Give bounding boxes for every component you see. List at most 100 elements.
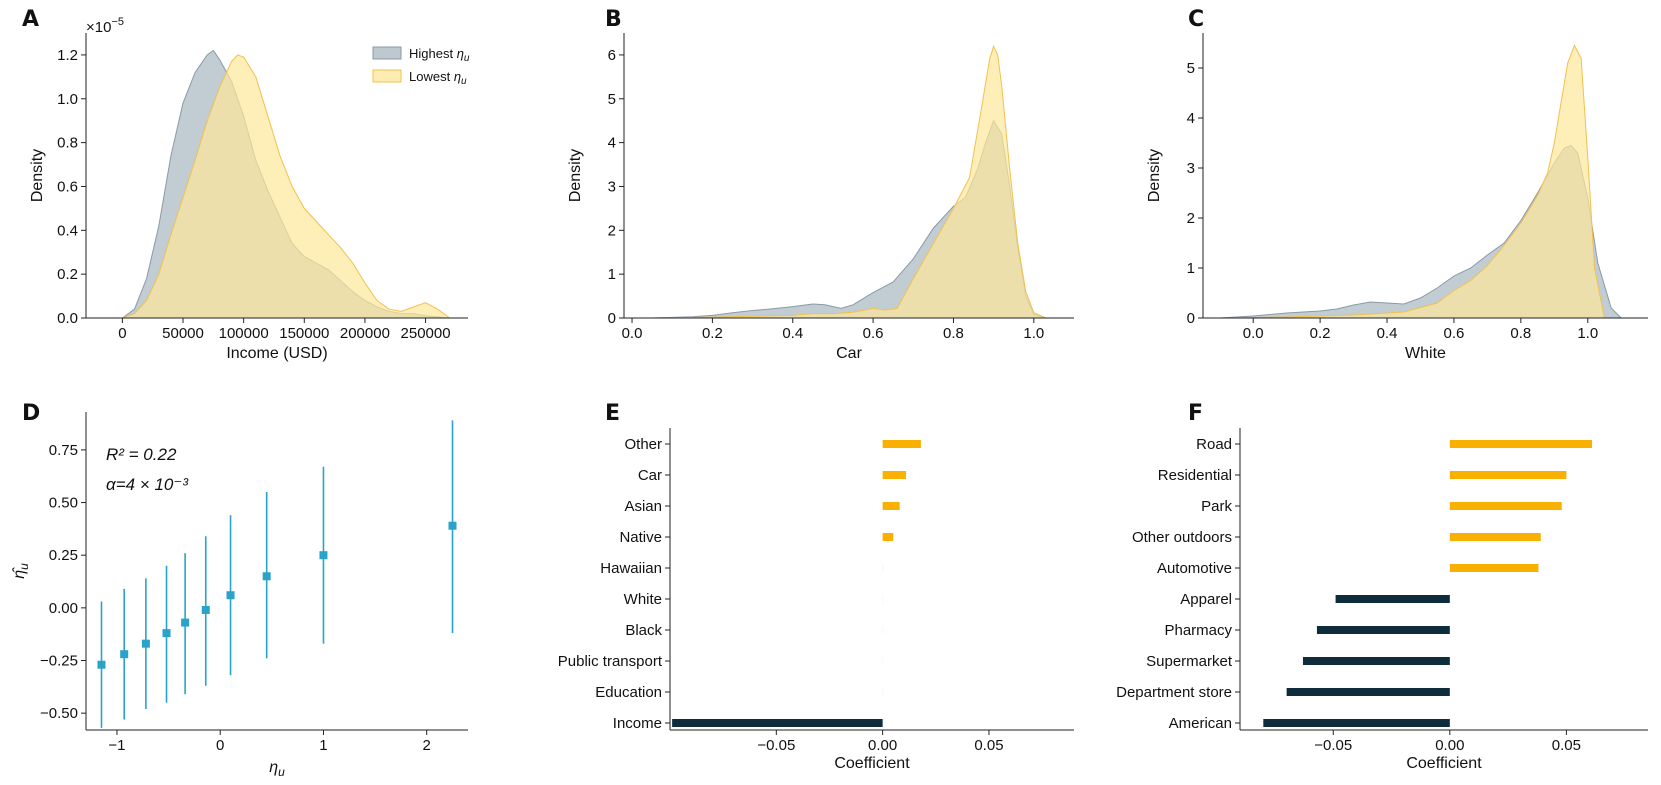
category-label: Car [638, 467, 662, 484]
category-label: Income [613, 715, 662, 732]
coefficient-bar [882, 533, 894, 541]
legend-label-highest: Highest ηu [409, 46, 470, 64]
legend-swatch-lowest [372, 69, 402, 83]
panel-2-y-tick-label: 5 [1187, 60, 1195, 77]
panel-4-x-tick-label: −0.05 [757, 737, 795, 754]
panel-1-x-tick-label: 0.0 [622, 325, 643, 342]
category-label: Department store [1116, 684, 1232, 701]
panel-2-y-label: Density [1146, 149, 1163, 202]
data-point [201, 605, 210, 614]
density-area-lowest [122, 54, 451, 319]
category-label: Other [624, 436, 662, 453]
panel-4-x-tick-label: 0.05 [974, 737, 1003, 754]
panel-letter-a: A [22, 7, 39, 32]
coefficient-bar [882, 657, 884, 665]
density-area-lowest [1219, 44, 1606, 319]
panel-1-y-tick-label: 0 [608, 310, 616, 327]
panel-letter-d: D [22, 401, 40, 426]
data-point [226, 591, 235, 600]
category-label: White [624, 591, 662, 608]
category-label: Supermarket [1146, 653, 1233, 670]
coefficient-bar [882, 471, 907, 479]
coefficient-bar [882, 626, 884, 634]
coefficient-bar [1449, 564, 1539, 572]
category-label: Public transport [558, 653, 663, 670]
panel-1-y-tick-label: 5 [608, 91, 616, 108]
category-label: Park [1201, 498, 1232, 515]
panel-2-y-tick-label: 3 [1187, 160, 1195, 177]
coefficient-bar [1263, 719, 1450, 727]
panel-2-x-tick-label: 0.6 [1444, 325, 1465, 342]
panel-3-x-tick-label: 2 [423, 737, 431, 754]
panel-3-y-tick-label: −0.25 [40, 653, 78, 670]
coefficient-bar [1316, 626, 1450, 634]
panel-1-y-tick-label: 6 [608, 47, 616, 64]
data-point [141, 639, 150, 648]
panel-0-y-tick-label: 0.6 [57, 178, 78, 195]
panel-4-x-label: Coefficient [834, 755, 910, 772]
category-label: Asian [624, 498, 662, 515]
panel-3-y-tick-label: 0.50 [49, 495, 78, 512]
panel-1-x-tick-label: 0.2 [702, 325, 723, 342]
coefficient-bar [1449, 440, 1593, 448]
panel-1-x-label: Car [836, 345, 862, 362]
panel-a-scale-label: ×10−5 [86, 16, 124, 36]
panel-1-y-tick-label: 1 [608, 266, 616, 283]
panel-2-y-tick-label: 0 [1187, 310, 1195, 327]
panel-letter-f: F [1188, 401, 1203, 426]
coefficient-bar [882, 502, 900, 510]
category-label: Automotive [1157, 560, 1232, 577]
panel-letter-b: B [605, 7, 622, 32]
panel-0-y-tick-label: 1.2 [57, 47, 78, 64]
data-point [262, 572, 271, 581]
panel-2-x-label: White [1405, 345, 1446, 362]
panel-0-y-tick-label: 0.2 [57, 266, 78, 283]
coefficient-bar [882, 440, 921, 448]
panel-3-y-tick-label: 0.00 [49, 600, 78, 617]
panel-0-y-label: Density [29, 149, 46, 202]
category-label: Pharmacy [1164, 622, 1232, 639]
category-label: Black [625, 622, 662, 639]
coefficient-bar [1286, 688, 1450, 696]
panel-1-y-label: Density [567, 149, 584, 202]
panel-letter-c: C [1188, 7, 1204, 32]
data-point [120, 650, 129, 659]
data-point [448, 521, 457, 530]
panel-0-x-tick-label: 50000 [162, 325, 204, 342]
legend: Highest ηu Lowest ηu [372, 46, 470, 87]
panel-2-y-tick-label: 1 [1187, 260, 1195, 277]
panel-0-y-tick-label: 0.4 [57, 222, 78, 239]
panel-3-y-tick-label: 0.25 [49, 547, 78, 564]
panel-2-y-tick-label: 2 [1187, 210, 1195, 227]
data-point [181, 618, 190, 627]
panel-2-x-tick-label: 1.0 [1577, 325, 1598, 342]
panel-0-x-tick-label: 150000 [279, 325, 329, 342]
data-point [97, 660, 106, 669]
panel-2-x-tick-label: 0.0 [1243, 325, 1264, 342]
alpha-annotation: α=4 × 10⁻³ [106, 475, 189, 494]
panel-5-x-tick-label: −0.05 [1314, 737, 1352, 754]
panel-1-x-tick-label: 0.4 [782, 325, 803, 342]
panel-5-x-tick-label: 0.05 [1552, 737, 1581, 754]
panel-0-x-tick-label: 250000 [401, 325, 451, 342]
panel-0-y-tick-label: 1.0 [57, 91, 78, 108]
panel-0-y-tick-label: 0.0 [57, 310, 78, 327]
panel-3-x-label: ηu [269, 759, 285, 779]
panel-letter-e: E [605, 401, 620, 426]
r-squared-annotation: R² = 0.22 [106, 445, 177, 464]
coefficient-bar [1449, 502, 1562, 510]
panel-4-x-tick-label: 0.00 [868, 737, 897, 754]
panel-1-y-tick-label: 4 [608, 135, 616, 152]
density-area-lowest [652, 44, 1047, 319]
data-point [162, 629, 171, 638]
category-label: Other outdoors [1132, 529, 1232, 546]
category-label: Apparel [1180, 591, 1232, 608]
panel-0-x-tick-label: 0 [118, 325, 126, 342]
panel-2-x-tick-label: 0.2 [1310, 325, 1331, 342]
coefficient-bar [882, 564, 884, 572]
coefficient-bar [882, 595, 884, 603]
panel-2-x-tick-label: 0.4 [1377, 325, 1398, 342]
panel-1-x-tick-label: 0.6 [863, 325, 884, 342]
panel-3-y-tick-label: 0.75 [49, 442, 78, 459]
